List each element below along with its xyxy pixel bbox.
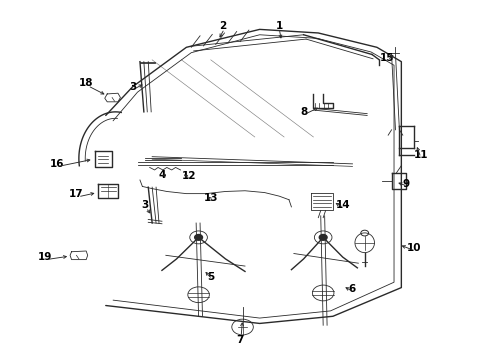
Circle shape xyxy=(195,234,202,240)
Text: 3: 3 xyxy=(129,82,136,92)
Text: 7: 7 xyxy=(237,334,244,345)
Text: 16: 16 xyxy=(49,159,64,169)
Text: 18: 18 xyxy=(79,78,94,88)
Text: 3: 3 xyxy=(141,200,148,210)
Text: 4: 4 xyxy=(158,170,166,180)
Text: 12: 12 xyxy=(182,171,196,181)
Text: 2: 2 xyxy=(220,21,227,31)
Text: 5: 5 xyxy=(207,272,215,282)
Text: 10: 10 xyxy=(406,243,421,253)
Text: 19: 19 xyxy=(37,252,52,262)
Text: 6: 6 xyxy=(349,284,356,294)
Text: 14: 14 xyxy=(336,200,350,210)
Text: 11: 11 xyxy=(414,150,428,160)
Circle shape xyxy=(319,234,327,240)
Text: 15: 15 xyxy=(379,53,394,63)
Text: 9: 9 xyxy=(403,179,410,189)
Text: 13: 13 xyxy=(203,193,218,203)
Text: 17: 17 xyxy=(69,189,84,199)
Text: 1: 1 xyxy=(275,21,283,31)
Text: 8: 8 xyxy=(300,107,307,117)
